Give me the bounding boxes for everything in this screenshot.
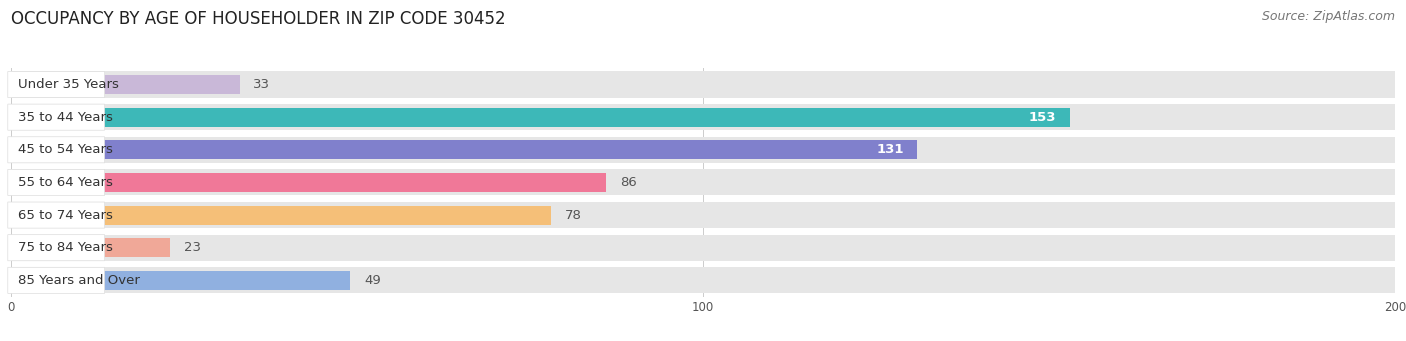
Text: 49: 49 (364, 274, 381, 287)
Text: 45 to 54 Years: 45 to 54 Years (18, 143, 112, 156)
FancyBboxPatch shape (8, 72, 104, 98)
Bar (11, 173, 606, 192)
Text: Source: ZipAtlas.com: Source: ZipAtlas.com (1261, 10, 1395, 23)
Text: 131: 131 (876, 143, 904, 156)
Bar (11, 75, 239, 94)
Text: 33: 33 (253, 78, 270, 91)
Bar (11, 108, 1070, 127)
FancyBboxPatch shape (8, 267, 104, 293)
Bar (11, 104, 1395, 130)
Bar (11, 140, 918, 159)
FancyBboxPatch shape (8, 137, 104, 163)
Text: 75 to 84 Years: 75 to 84 Years (18, 241, 112, 254)
Text: OCCUPANCY BY AGE OF HOUSEHOLDER IN ZIP CODE 30452: OCCUPANCY BY AGE OF HOUSEHOLDER IN ZIP C… (11, 10, 506, 28)
Text: 153: 153 (1028, 111, 1056, 124)
Text: 65 to 74 Years: 65 to 74 Years (18, 209, 112, 222)
Bar (11, 267, 1395, 293)
Text: 85 Years and Over: 85 Years and Over (18, 274, 141, 287)
FancyBboxPatch shape (8, 235, 104, 261)
FancyBboxPatch shape (8, 104, 104, 130)
Bar (11, 72, 1395, 98)
Bar (11, 202, 1395, 228)
Text: 23: 23 (184, 241, 201, 254)
Bar (11, 169, 1395, 195)
Bar (11, 235, 1395, 261)
Text: 35 to 44 Years: 35 to 44 Years (18, 111, 112, 124)
Text: Under 35 Years: Under 35 Years (18, 78, 120, 91)
Text: 86: 86 (620, 176, 637, 189)
FancyBboxPatch shape (8, 169, 104, 195)
Text: 78: 78 (565, 209, 582, 222)
Bar (11, 137, 1395, 163)
FancyBboxPatch shape (8, 202, 104, 228)
Bar (11, 271, 350, 290)
Bar (11, 206, 551, 224)
Bar (11, 238, 170, 257)
Text: 55 to 64 Years: 55 to 64 Years (18, 176, 112, 189)
